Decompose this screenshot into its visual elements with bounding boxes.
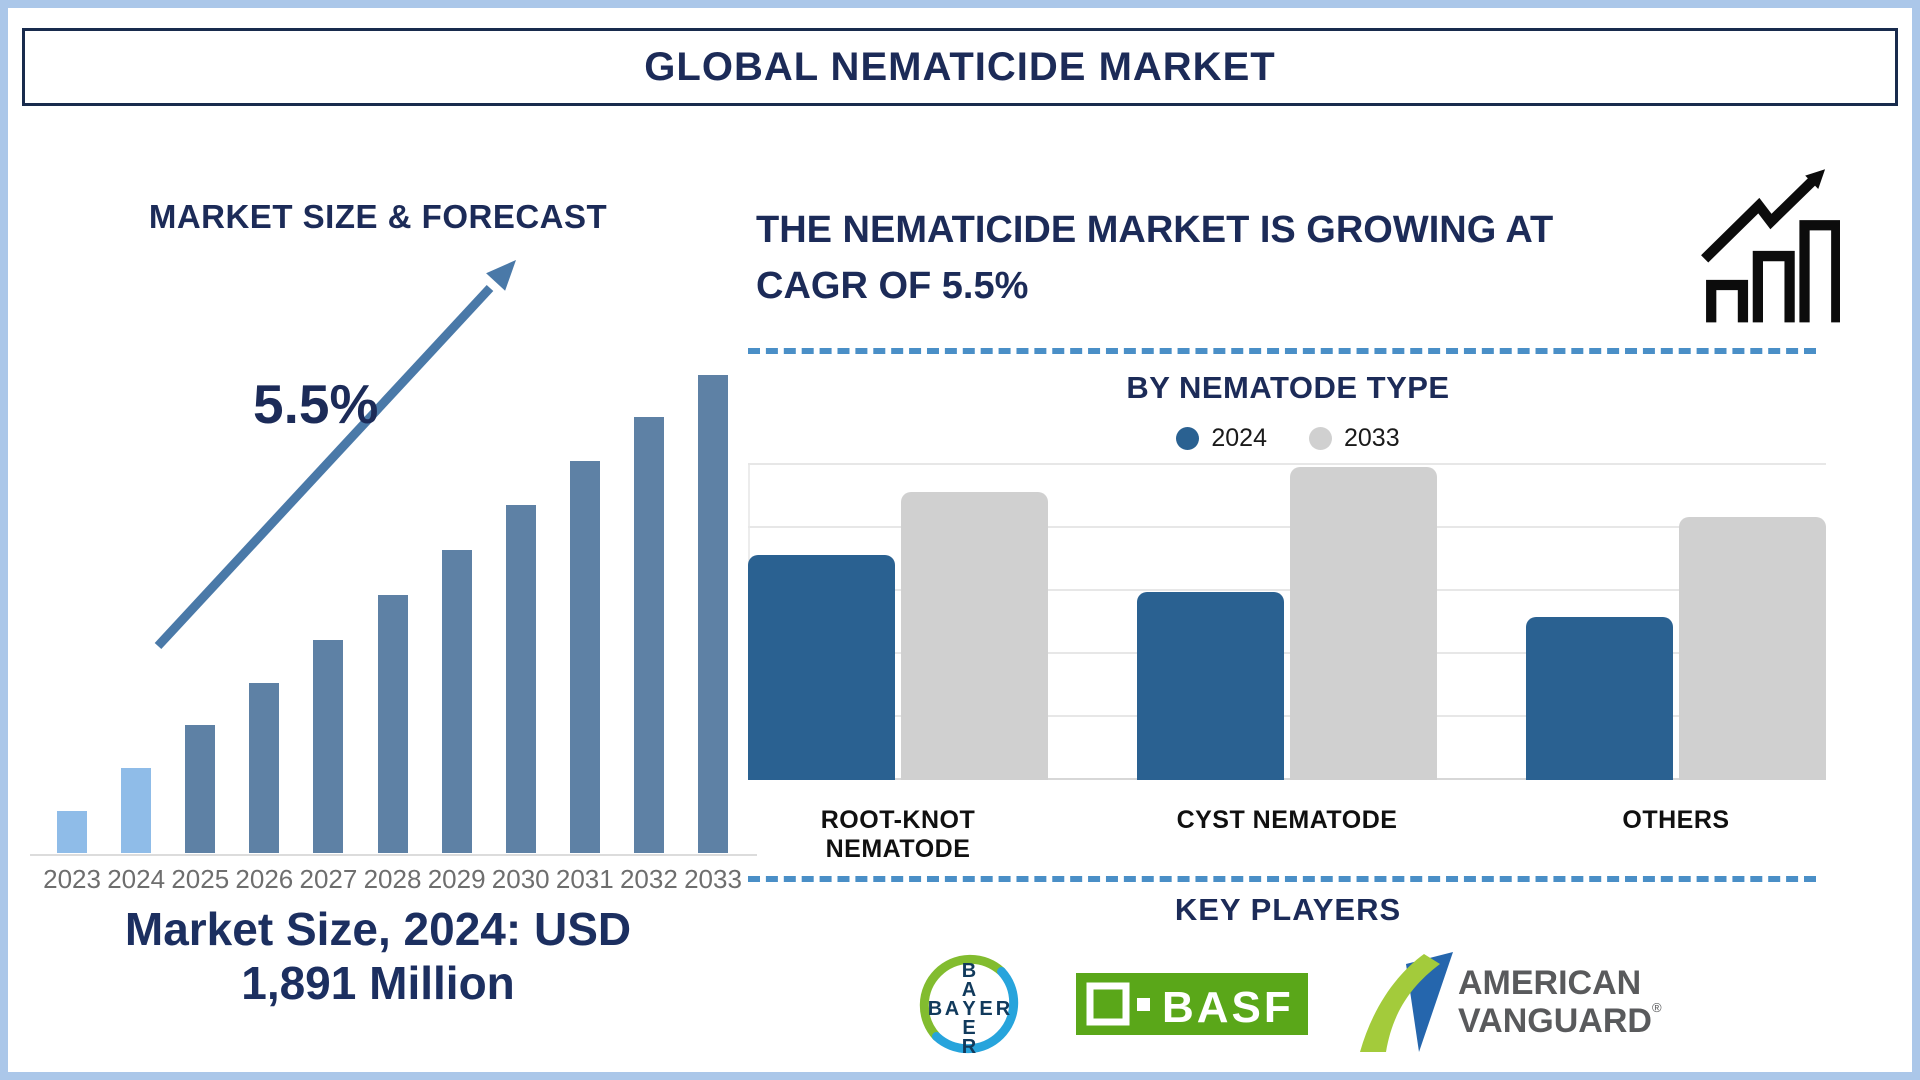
svg-text:Y: Y [962, 998, 976, 1020]
gridline [748, 715, 1826, 717]
svg-text:B: B [928, 998, 942, 1020]
forecast-bar-2033 [697, 375, 728, 853]
forecast-bar-slot [617, 380, 681, 853]
gridline [748, 526, 1826, 528]
legend-label: 2024 [1211, 424, 1267, 452]
year-label: 2031 [555, 864, 614, 894]
gridline [748, 463, 1826, 465]
page-title: GLOBAL NEMATICIDE MARKET [644, 44, 1276, 89]
cagr-label: 5.5% [253, 373, 379, 435]
forecast-bar-2027 [313, 640, 344, 853]
forecast-bar-2030 [505, 505, 536, 853]
grouped-bar-2033 [1290, 467, 1437, 780]
forecast-year-labels: 2023 2024 2025 2026 2027 2028 2029 2030 2031 2032… [40, 864, 745, 895]
year-label: 2026 [235, 864, 294, 894]
grouped-bar-2024 [748, 555, 895, 780]
grouped-bar-2024 [1137, 592, 1284, 780]
category-label: ROOT-KNOT NEMATODE [820, 806, 976, 863]
year-label: 2024 [107, 864, 166, 894]
forecast-bar-slot [40, 380, 104, 853]
legend-dot [1176, 427, 1200, 450]
forecast-bar-2026 [249, 683, 280, 853]
forecast-bar-slot [168, 380, 232, 853]
chart-legend: 2024 2033 [748, 424, 1828, 453]
forecast-bar-2023 [57, 811, 88, 853]
market-size-caption-line2: 1,891 Million [241, 957, 515, 1010]
dashed-divider-top [748, 348, 1816, 354]
forecast-bar-slot [681, 375, 745, 853]
svg-text:A: A [962, 979, 976, 1001]
grouped-bar-2033 [1679, 517, 1826, 780]
market-size-caption: Market Size, 2024: USD 1,891 Million [8, 902, 748, 1011]
forecast-bar-slot [360, 380, 424, 853]
forecast-bar-slot [425, 380, 489, 853]
year-label: 2030 [491, 864, 550, 894]
market-size-caption-line1: Market Size, 2024: USD [124, 903, 632, 955]
american-vanguard-logo: AMERICAN VANGUARD ® [1360, 952, 1662, 1052]
basf-logo: BASF [1076, 973, 1308, 1035]
cagr-headline: THE NEMATICIDE MARKET IS GROWING AT CAGR… [756, 209, 1554, 308]
forecast-bar-slot [489, 380, 553, 853]
forecast-bar-2032 [633, 417, 664, 853]
nematode-category-labels: ROOT-KNOT NEMATODE CYST NEMATODE OTHERS [748, 806, 1826, 864]
forecast-bar-slot [296, 380, 360, 853]
market-forecast-heading: MARKET SIZE & FORECAST [148, 198, 608, 235]
nematode-bar-chart [748, 455, 1826, 780]
legend-item: 2033 [1309, 424, 1400, 453]
gridline [748, 589, 1826, 591]
category-label: OTHERS [1622, 806, 1730, 834]
american-vanguard-line2: VANGUARD [1458, 1002, 1652, 1040]
svg-text:E: E [979, 998, 992, 1020]
year-label: 2029 [427, 864, 486, 894]
dashed-divider-bottom [748, 876, 1816, 882]
year-label: 2033 [684, 864, 742, 894]
year-label: 2023 [43, 864, 101, 894]
svg-text:R: R [996, 998, 1011, 1020]
legend-label: 2033 [1344, 424, 1400, 452]
forecast-bar-slot [232, 380, 296, 853]
svg-text:B: B [962, 960, 976, 982]
forecast-bar-chart [40, 375, 745, 853]
bar-group [1526, 517, 1826, 780]
key-players-title: KEY PLAYERS [1174, 892, 1402, 927]
grouped-bar-2024 [1526, 617, 1673, 780]
forecast-bar-2028 [377, 595, 408, 853]
growth-chart-icon [1701, 169, 1840, 323]
forecast-bar-2029 [441, 550, 472, 853]
bar-group [1137, 467, 1437, 780]
basf-wordmark: BASF [1162, 983, 1294, 1032]
bar-group [748, 492, 1048, 780]
nematode-type-title: BY NEMATODE TYPE [1126, 370, 1450, 405]
year-label: 2032 [619, 864, 678, 894]
title-bar: GLOBAL NEMATICIDE MARKET [22, 28, 1898, 106]
svg-text:R: R [962, 1036, 977, 1058]
gridline [748, 652, 1826, 654]
x-axis-line [30, 854, 757, 856]
grouped-bar-2033 [901, 492, 1048, 780]
forecast-bar-slot [553, 380, 617, 853]
american-vanguard-line1: AMERICAN [1458, 964, 1641, 1002]
forecast-bar-2031 [569, 461, 600, 853]
forecast-bar-slot [104, 380, 168, 853]
category-label: CYST NEMATODE [1176, 806, 1398, 834]
svg-text:A: A [945, 998, 959, 1020]
year-label: 2027 [299, 864, 358, 894]
growth-arrow [154, 260, 516, 650]
forecast-bar-2024 [121, 768, 152, 853]
year-label: 2028 [363, 864, 422, 894]
baseline [748, 778, 1826, 780]
registered-mark: ® [1652, 1000, 1662, 1015]
forecast-bar-2025 [185, 725, 216, 853]
year-label: 2025 [171, 864, 230, 894]
legend-item: 2024 [1176, 424, 1267, 453]
legend-dot [1309, 427, 1332, 450]
svg-text:E: E [962, 1017, 975, 1039]
